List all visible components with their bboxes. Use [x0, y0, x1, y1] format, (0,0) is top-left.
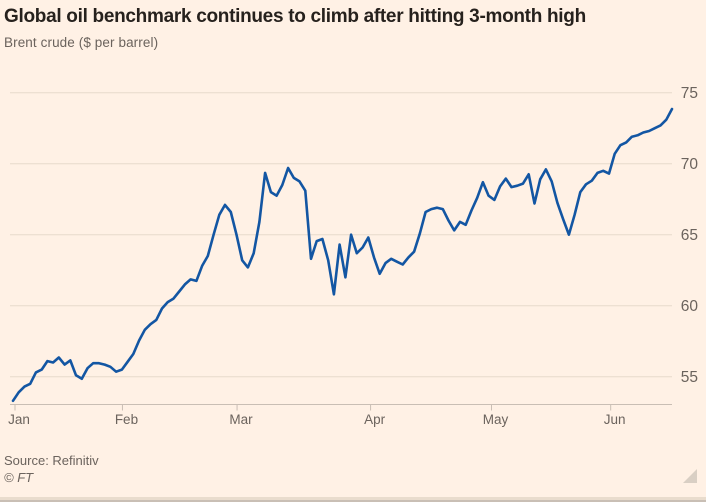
bottom-edge — [0, 500, 706, 502]
bottom-strip — [0, 497, 706, 502]
y-tick-label-75: 75 — [681, 85, 698, 102]
x-tick-label-Apr: Apr — [364, 412, 386, 427]
y-tick-label-60: 60 — [681, 298, 699, 315]
y-tick-label-65: 65 — [681, 227, 698, 244]
y-tick-label-55: 55 — [681, 369, 698, 386]
x-axis — [10, 404, 672, 411]
chart-title: Global oil benchmark continues to climb … — [4, 6, 586, 27]
source-note: Source: Refinitiv — [4, 453, 99, 468]
expand-handle-icon[interactable] — [683, 469, 697, 483]
x-tick-label-Jun: Jun — [604, 412, 626, 427]
x-tick-label-Feb: Feb — [115, 412, 138, 427]
x-axis-labels: Jan Feb Mar Apr May Jun — [8, 412, 625, 427]
y-gridlines — [10, 92, 672, 378]
brent-price-line — [11, 107, 674, 403]
ft-copyright: © FT — [4, 470, 34, 485]
chart-subtitle: Brent crude ($ per barrel) — [4, 35, 159, 50]
x-tick-label-May: May — [483, 412, 509, 427]
y-axis-labels: 55 60 65 70 75 — [681, 85, 699, 386]
x-tick-label-Mar: Mar — [229, 412, 253, 427]
y-tick-label-70: 70 — [681, 156, 699, 173]
x-tick-label-Jan: Jan — [8, 412, 30, 427]
